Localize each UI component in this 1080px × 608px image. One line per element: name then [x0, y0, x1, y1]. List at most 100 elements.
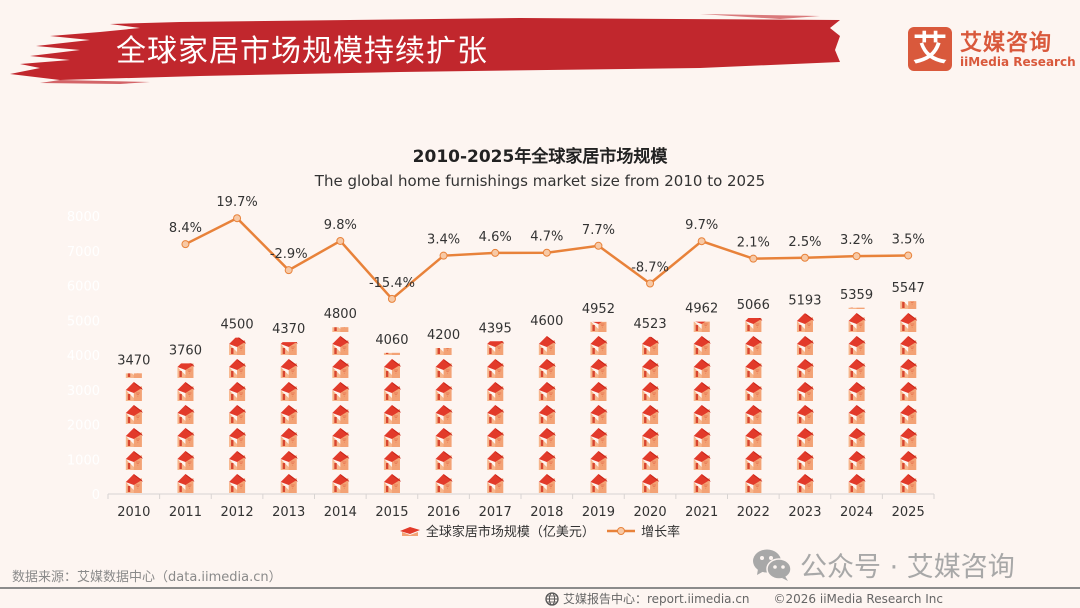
house-icon — [641, 450, 660, 471]
logo-mark: 艾 — [908, 27, 952, 71]
house-icon — [435, 404, 454, 425]
house-icon — [280, 342, 299, 356]
house-icon — [589, 427, 608, 448]
house-icon — [693, 381, 712, 402]
growth-value-label: 3.4% — [427, 233, 460, 248]
growth-point — [439, 251, 448, 260]
house-icon — [486, 381, 505, 402]
pictorial-bar — [848, 307, 867, 494]
x-tick-label: 2010 — [117, 505, 150, 520]
globe-icon — [545, 591, 559, 606]
growth-point — [542, 248, 551, 257]
house-icon — [176, 404, 195, 425]
house-icon — [796, 381, 815, 402]
growth-point — [336, 236, 345, 245]
pictorial-bar — [331, 327, 350, 494]
house-icon — [176, 363, 195, 379]
data-source: 数据来源：艾媒数据中心（data.iimedia.cn） — [12, 570, 282, 585]
house-icon — [331, 358, 350, 379]
house-icon — [331, 427, 350, 448]
growth-value-label: 4.7% — [530, 230, 563, 245]
bar-houses — [331, 327, 350, 494]
growth-value-label: -8.7% — [631, 261, 669, 276]
footer-bar: 艾媒报告中心：report.iimedia.cn ©2026 iiMedia R… — [545, 590, 943, 607]
x-tick-label: 2019 — [582, 505, 615, 520]
house-icon — [641, 381, 660, 402]
page-title: 全球家居市场规模持续扩张 — [116, 34, 488, 69]
house-icon — [848, 358, 867, 379]
pictorial-bar — [641, 336, 660, 494]
house-icon — [331, 473, 350, 494]
legend-item-market-size[interactable]: 全球家居市场规模（亿美元） — [399, 521, 595, 540]
bar-value-label: 4060 — [375, 333, 408, 348]
house-icon — [125, 427, 144, 448]
house-icon — [899, 358, 918, 379]
bar-houses — [176, 363, 195, 494]
growth-point — [233, 214, 242, 223]
house-icon — [176, 427, 195, 448]
x-tick-label: 2012 — [221, 505, 254, 520]
x-tick-label: 2017 — [479, 505, 512, 520]
growth-point — [646, 279, 655, 288]
house-icon — [331, 381, 350, 402]
house-icon — [228, 450, 247, 471]
pictorial-bar — [693, 321, 712, 494]
x-tick-label: 2015 — [375, 505, 408, 520]
house-icon — [693, 427, 712, 448]
x-tick-label: 2023 — [788, 505, 821, 520]
house-icon — [280, 358, 299, 379]
y-tick-label: 7000 — [67, 245, 100, 260]
bar-labels: 3470 3760 4500 4370 4800 4060 4200 4395 4600 4952… — [117, 281, 924, 368]
growth-point — [697, 237, 706, 246]
pictorial-bar — [280, 342, 299, 494]
house-icon — [486, 450, 505, 471]
growth-value-label: -2.9% — [270, 247, 308, 262]
house-icon — [693, 335, 712, 356]
growth-value-label: -15.4% — [369, 276, 415, 291]
house-icon — [641, 404, 660, 425]
report-center-link[interactable]: 艾媒报告中心：report.iimedia.cn — [563, 592, 750, 606]
bar-houses — [848, 307, 867, 494]
house-icon — [383, 358, 402, 379]
house-icon — [796, 473, 815, 494]
bar-houses — [796, 313, 815, 494]
pictorial-bar — [228, 337, 247, 494]
x-tick-label: 2025 — [892, 505, 925, 520]
house-icon — [383, 473, 402, 494]
x-tick-label: 2021 — [685, 505, 718, 520]
house-icon — [228, 404, 247, 425]
growth-point — [284, 266, 293, 275]
legend-item-growth-rate[interactable]: 增长率 — [607, 521, 680, 540]
house-icon — [176, 473, 195, 494]
house-icon — [383, 404, 402, 425]
house-icon — [331, 404, 350, 425]
y-tick-label: 5000 — [67, 314, 100, 329]
house-icon — [538, 335, 557, 356]
house-icon — [486, 358, 505, 379]
house-icon — [486, 473, 505, 494]
y-tick-label: 1000 — [67, 453, 100, 468]
house-icon — [538, 427, 557, 448]
house-icon — [176, 381, 195, 402]
house-icon — [399, 526, 420, 536]
house-icon — [331, 335, 350, 356]
x-tick-label: 2011 — [169, 505, 202, 520]
x-axis-ticks — [107, 494, 935, 499]
house-icon — [228, 358, 247, 379]
growth-point — [800, 253, 809, 262]
house-icon — [228, 337, 247, 356]
house-icon — [228, 381, 247, 402]
house-icon — [280, 381, 299, 402]
growth-value-label: 2.1% — [737, 236, 770, 251]
growth-value-label: 19.7% — [216, 195, 257, 210]
bar-value-label: 3470 — [117, 353, 150, 368]
wechat-icon — [753, 549, 792, 581]
growth-value-label: 9.8% — [324, 218, 357, 233]
house-icon — [435, 358, 454, 379]
pictorial-bar — [486, 341, 505, 494]
copyright: ©2026 iiMedia Research Inc — [773, 591, 944, 606]
bar-value-label: 4952 — [582, 302, 615, 317]
house-icon — [280, 427, 299, 448]
house-icon — [641, 473, 660, 494]
y-axis: 0 1000 2000 3000 4000 5000 6000 7000 8000 — [67, 210, 100, 503]
